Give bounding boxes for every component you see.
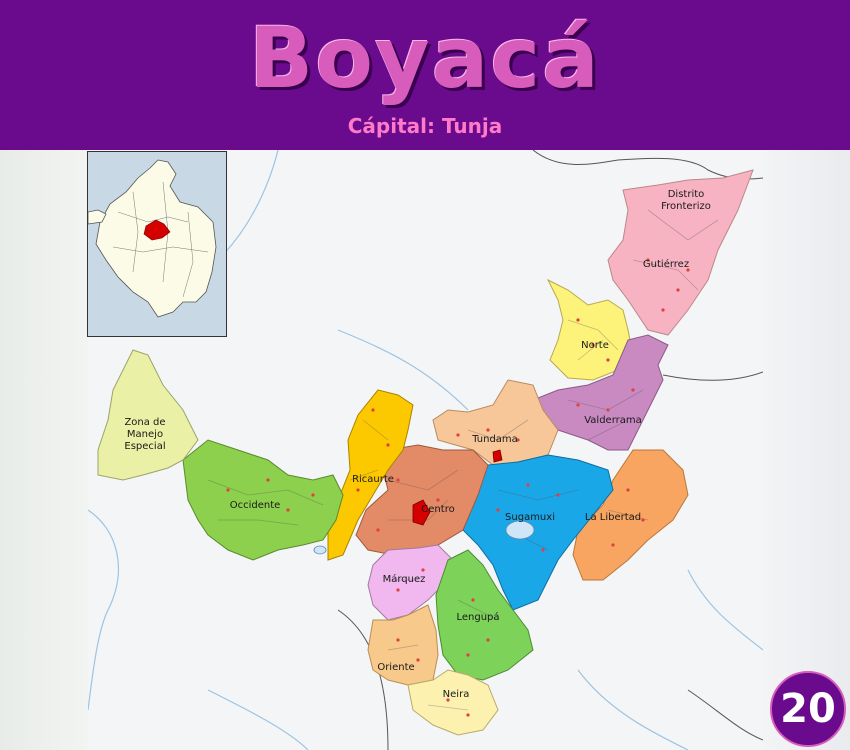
panama-shape <box>88 209 107 225</box>
label-ricaurte: Ricaurte <box>352 474 394 485</box>
label-distrito-fronterizo: Distrito Fronterizo <box>661 189 711 212</box>
label-sugamuxi: Sugamuxi <box>505 512 555 523</box>
municipality-lines <box>207 209 719 711</box>
province-tundama[interactable] <box>432 379 559 466</box>
province-valderrama[interactable] <box>532 334 669 451</box>
duitama-highlight <box>492 449 503 463</box>
province-zona-manejo-especial[interactable] <box>97 349 199 481</box>
province-marquez[interactable] <box>367 544 454 621</box>
province-oriente[interactable] <box>367 604 439 686</box>
colombia-inset-svg <box>88 159 217 318</box>
boyaca-locator <box>143 219 171 241</box>
label-la-libertad: La Libertad <box>585 512 641 523</box>
left-background-strip <box>0 150 90 750</box>
province-lengupa[interactable] <box>435 549 534 681</box>
label-gutierrez: Gutiérrez <box>643 258 689 270</box>
label-valderrama: Valderrama <box>584 415 642 426</box>
label-oriente: Oriente <box>377 662 414 673</box>
lake-fuquene <box>313 545 327 555</box>
lake-tota <box>505 520 535 540</box>
map-svg: Distrito Fronterizo Gutiérrez Norte Valde… <box>88 150 763 750</box>
page-title: Boyacá <box>249 9 601 107</box>
province-neira[interactable] <box>407 669 499 736</box>
label-marquez: Márquez <box>383 573 426 585</box>
province-la-libertad[interactable] <box>572 449 689 581</box>
label-tundama: Tundama <box>471 434 518 445</box>
province-gutierrez[interactable] <box>607 169 754 336</box>
province-occidente[interactable] <box>182 439 344 561</box>
province-labels: Distrito Fronterizo Gutiérrez Norte Valde… <box>124 189 710 700</box>
capital-subtitle: Cápital: Tunja <box>347 114 503 138</box>
title-banner: Boyacá Cápital: Tunja <box>0 0 850 150</box>
label-neira: Neira <box>443 689 470 700</box>
town-dots <box>226 258 690 717</box>
label-occidente: Occidente <box>230 500 281 511</box>
label-norte: Norte <box>581 340 609 351</box>
number-badge: 20 <box>770 671 846 747</box>
boyaca-map: Distrito Fronterizo Gutiérrez Norte Valde… <box>88 150 763 750</box>
label-centro: Centro <box>421 504 454 515</box>
province-ricaurte[interactable] <box>327 389 414 561</box>
right-background-strip <box>762 150 850 750</box>
colombia-locator-inset <box>87 151 227 337</box>
province-sugamuxi[interactable] <box>462 454 614 611</box>
tunja-highlight <box>412 499 431 526</box>
label-lengupa: Lengupá <box>456 611 499 623</box>
label-zona-manejo-especial: Zona de Manejo Especial <box>124 417 165 452</box>
